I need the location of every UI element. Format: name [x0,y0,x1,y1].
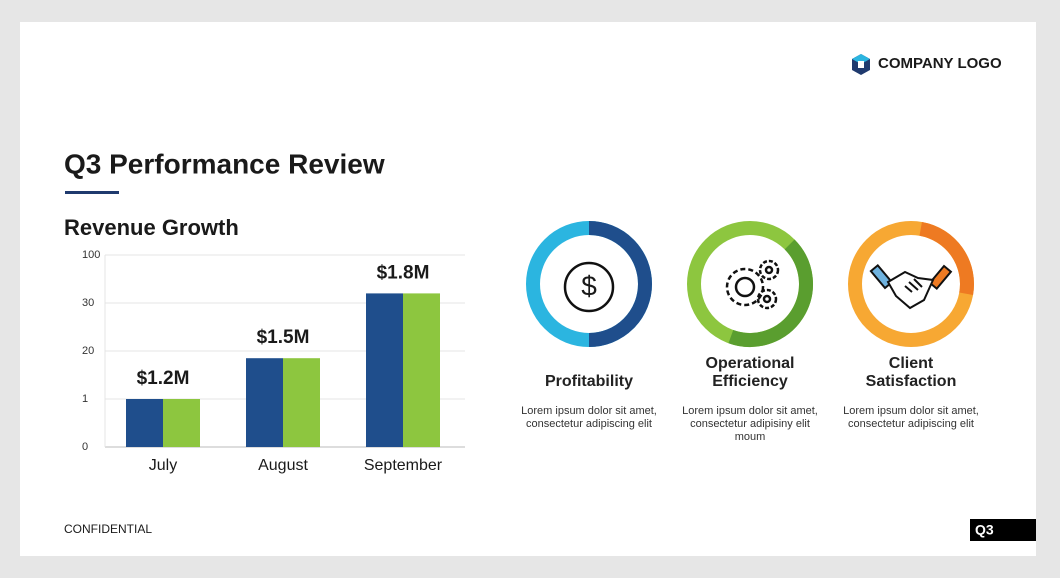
metric-description: Lorem ipsum dolor sit amet, [682,405,818,417]
metric-description: consectetur adipisiny elit [690,418,810,430]
logo-icon [852,54,870,75]
y-tick-label: 30 [82,297,94,309]
bar [366,293,440,447]
metric-title: Operational [706,355,795,372]
metric-description: Lorem ipsum dolor sit amet, [843,405,979,417]
handshake-icon [869,263,953,310]
x-tick-label: July [149,457,177,474]
bar [126,399,200,447]
metric-description: Lorem ipsum dolor sit amet, [521,405,657,417]
y-tick-label: 1 [82,393,88,405]
y-tick-label: 100 [82,249,100,261]
x-tick-label: August [258,457,308,474]
gears-icon [725,259,780,310]
dollar-icon: $ [563,261,615,313]
metric-description: consectetur adipiscing elit [526,418,652,430]
badge-text: Q3 [975,522,994,538]
logo-text: COMPANY LOGO [878,55,1002,72]
metric-title: Satisfaction [866,373,957,390]
metric-title: Efficiency [712,373,788,390]
metric-description: consectetur adipiscing elit [848,418,974,430]
bar-chart: 0 1 20 30 100 July $1.2M August $1.5M September $1… [82,249,465,474]
slide-title: Q3 Performance Review [64,148,385,179]
value-label: $1.5M [257,327,310,348]
metric-title: Profitability [545,373,633,390]
y-tick-label: 0 [82,441,88,453]
y-tick-label: 20 [82,345,94,357]
value-label: $1.2M [137,368,190,389]
badge [970,519,1036,541]
footer-label: CONFIDENTIAL [64,522,152,536]
ring-accent [728,239,813,347]
ring-accent [919,221,974,295]
ring-accent [588,221,652,347]
value-label: $1.8M [377,262,430,283]
x-tick-label: September [364,457,443,474]
title-underline [65,191,119,194]
metric-description: moum [735,431,766,443]
bar [246,358,320,447]
svg-text:$: $ [581,270,597,301]
metric-title: Client [889,355,934,372]
chart-title: Revenue Growth [64,215,239,240]
metrics: Profitability Lorem ipsum dolor sit amet,… [521,221,979,443]
